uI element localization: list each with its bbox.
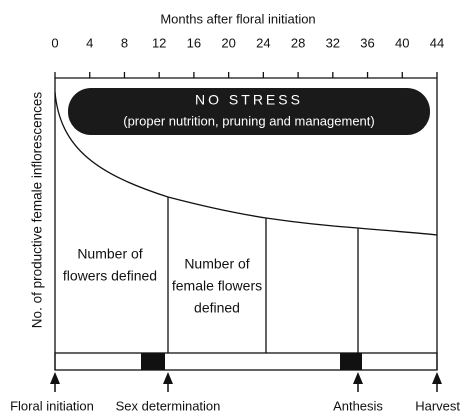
anthesis-block	[340, 353, 362, 370]
event-arrow-head	[50, 372, 60, 384]
tick-label: 8	[121, 35, 128, 50]
banner-title: NO STRESS	[195, 92, 303, 108]
event-arrow-head	[163, 372, 173, 384]
region-label: Number of	[77, 246, 142, 262]
tick-label: 4	[86, 35, 93, 50]
region-label: flowers defined	[63, 268, 157, 284]
banner	[68, 88, 430, 135]
tick-label: 32	[326, 35, 340, 50]
tick-label: 40	[395, 35, 409, 50]
tick-label: 20	[221, 35, 235, 50]
banner-subtitle: (proper nutrition, pruning and managemen…	[123, 113, 374, 128]
tick-label: 28	[291, 35, 305, 50]
region-label: Number of	[184, 256, 249, 272]
event-label: Anthesis	[333, 398, 383, 413]
tick-label: 12	[152, 35, 166, 50]
axis-title: Months after floral initiation	[160, 11, 315, 26]
tick-label: 44	[430, 35, 444, 50]
event-label: Floral initiation	[10, 398, 94, 413]
event-label: Sex determination	[116, 398, 221, 413]
sex-determination-block	[141, 353, 165, 370]
region-label: defined	[194, 300, 240, 316]
event-arrow-head	[432, 372, 442, 384]
curve	[54, 91, 438, 236]
tick-label: 0	[51, 35, 58, 50]
tick-label: 24	[256, 35, 270, 50]
timeline-bar	[54, 352, 438, 371]
event-arrow-head	[353, 372, 363, 384]
y-label: No. of productive female inflorescences	[30, 92, 45, 329]
region-label: female flowers	[172, 278, 262, 294]
tick-label: 16	[187, 35, 201, 50]
event-label: Harvest	[415, 398, 460, 413]
tick-label: 36	[360, 35, 374, 50]
